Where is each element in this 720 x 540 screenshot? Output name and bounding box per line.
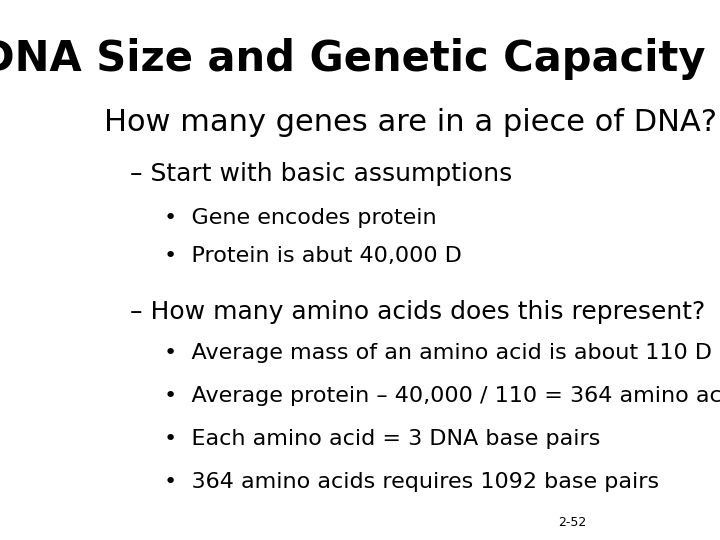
Text: – Start with basic assumptions: – Start with basic assumptions	[130, 162, 513, 186]
Text: •  Gene encodes protein: • Gene encodes protein	[164, 208, 436, 228]
Text: •  364 amino acids requires 1092 base pairs: • 364 amino acids requires 1092 base pai…	[164, 472, 660, 492]
Text: – How many amino acids does this represent?: – How many amino acids does this represe…	[130, 300, 706, 323]
Text: •  Protein is abut 40,000 D: • Protein is abut 40,000 D	[164, 246, 462, 266]
Text: •  Each amino acid = 3 DNA base pairs: • Each amino acid = 3 DNA base pairs	[164, 429, 600, 449]
Text: How many genes are in a piece of DNA?: How many genes are in a piece of DNA?	[104, 108, 717, 137]
Text: •  Average protein – 40,000 / 110 = 364 amino acids: • Average protein – 40,000 / 110 = 364 a…	[164, 386, 720, 406]
Text: DNA Size and Genetic Capacity: DNA Size and Genetic Capacity	[0, 38, 706, 80]
Text: •  Average mass of an amino acid is about 110 D: • Average mass of an amino acid is about…	[164, 343, 712, 363]
Text: 2-52: 2-52	[558, 516, 586, 529]
